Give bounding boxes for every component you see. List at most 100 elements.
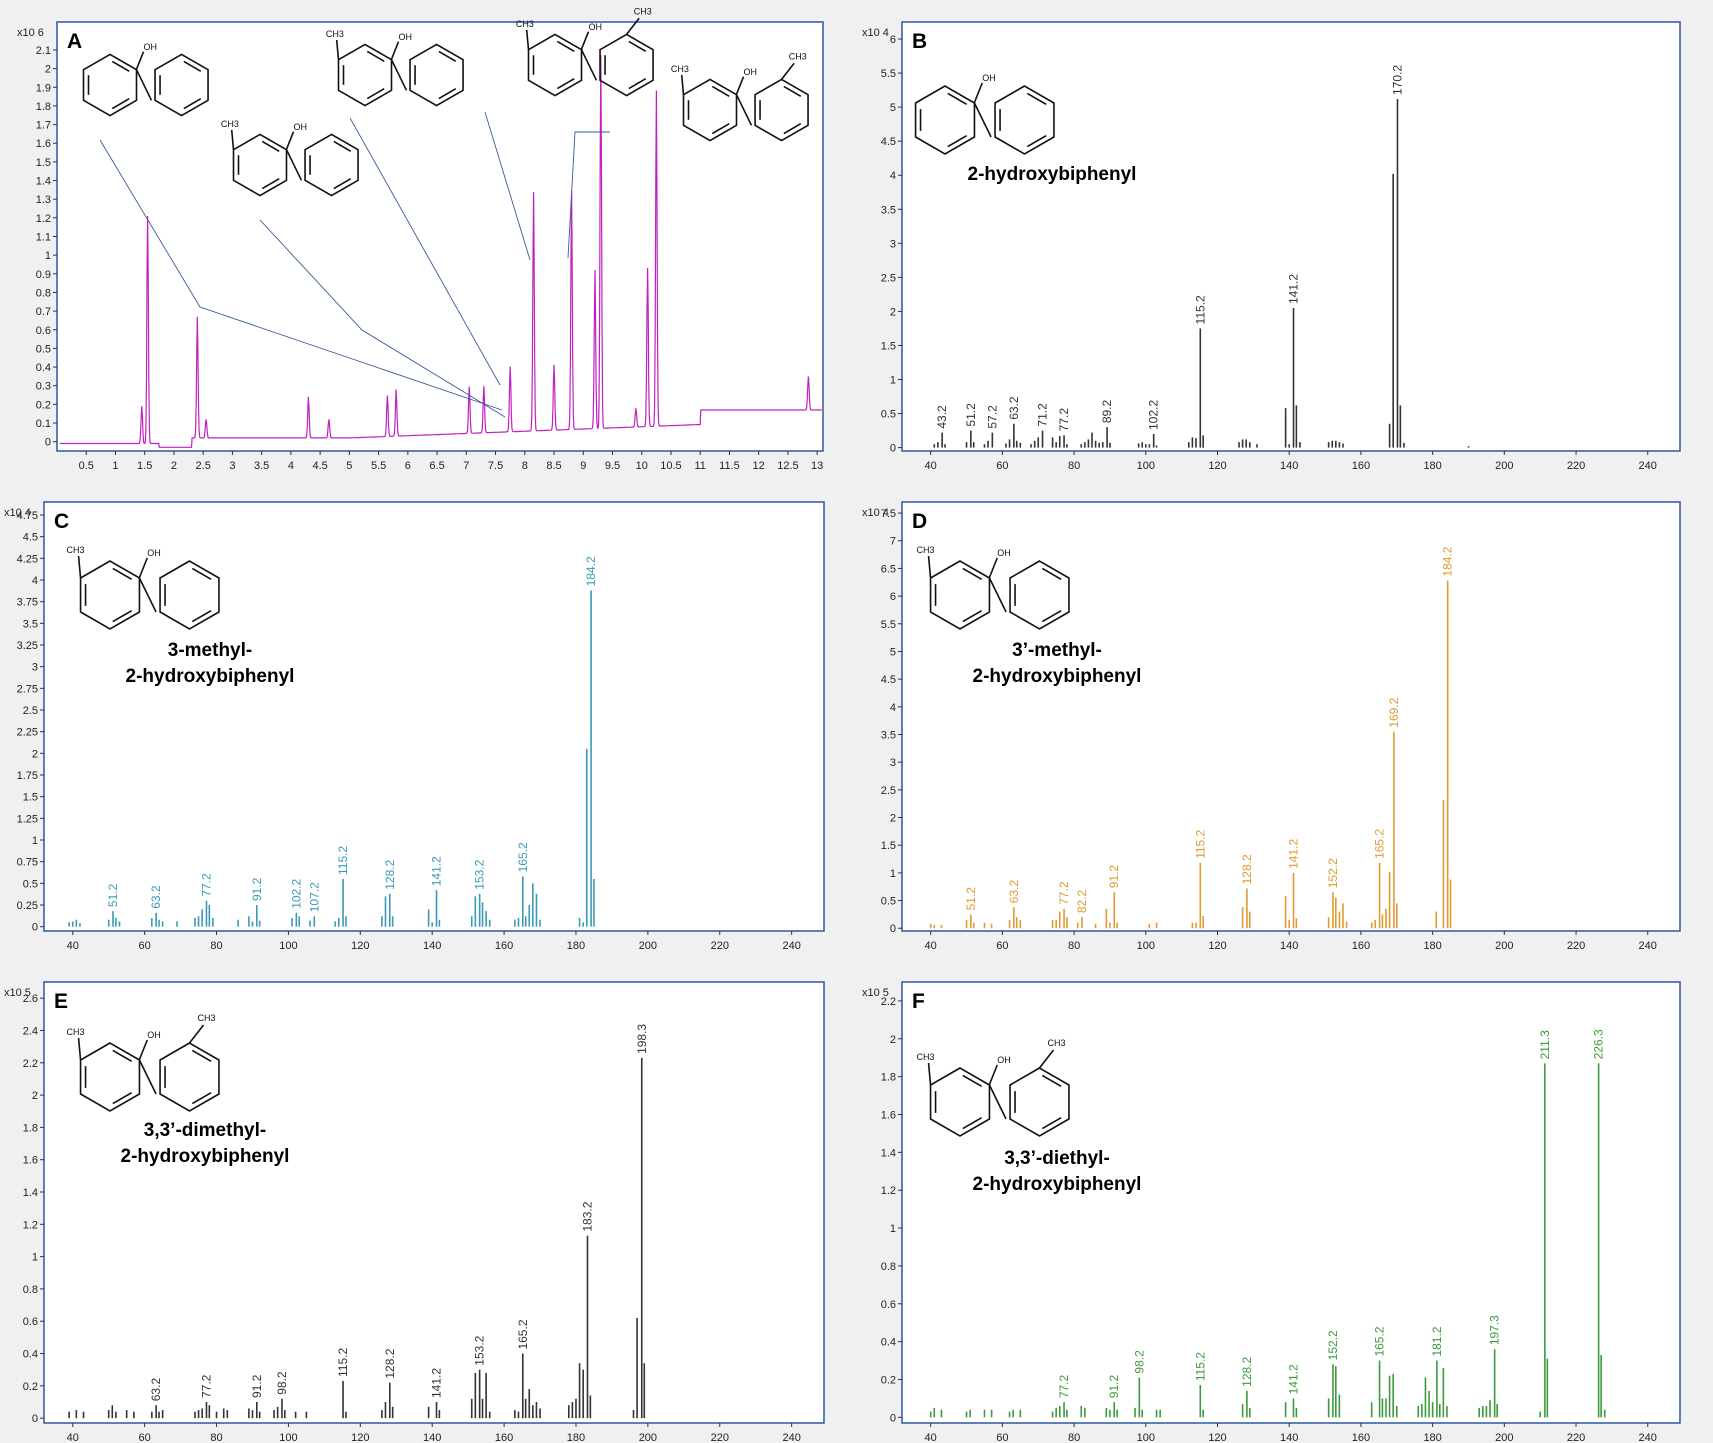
- compound-structure: OH CH3 CH3: [917, 1038, 1070, 1137]
- y-tick-label: 1.8: [23, 1122, 38, 1134]
- peak-label: 128.2: [383, 1348, 397, 1378]
- methyl-label: CH3: [326, 29, 344, 39]
- y-tick-label: 4: [32, 575, 38, 587]
- x-tick-label: 160: [1352, 460, 1370, 472]
- double-bond: [111, 60, 130, 72]
- x-tick-label: 220: [1567, 1432, 1585, 1443]
- ring-bond: [735, 94, 753, 126]
- x-tick-label: 10: [636, 460, 648, 472]
- oh-bond: [988, 1064, 998, 1086]
- y-tick-label: 1.7: [36, 120, 51, 132]
- y-tick-label: 2.5: [881, 272, 896, 284]
- x-tick-label: 120: [1208, 1432, 1226, 1443]
- oh-label: OH: [399, 32, 413, 42]
- y-tick-label: 3: [32, 662, 38, 674]
- x-tick-label: 80: [210, 940, 222, 952]
- y-tick-label: 2.1: [36, 45, 51, 57]
- compound-structure: OH CH3: [67, 545, 220, 630]
- oh-label: OH: [589, 22, 603, 32]
- y-tick-label: 0.8: [881, 1261, 896, 1273]
- panel-letter: C: [54, 510, 69, 533]
- y-multiplier: x10 4: [862, 507, 889, 519]
- methyl-label: CH3: [221, 119, 239, 129]
- chromatogram-trace: [59, 55, 822, 448]
- x-tick-label: 100: [279, 940, 297, 952]
- peak-label: 98.2: [275, 1371, 289, 1395]
- ring-bond: [135, 69, 153, 101]
- double-bond: [947, 92, 968, 105]
- double-bond: [333, 140, 352, 152]
- peak-label: 63.2: [1007, 396, 1021, 420]
- peak-label: 107.2: [307, 882, 321, 912]
- peak-label: 98.2: [1132, 1350, 1146, 1374]
- x-tick-label: 80: [210, 1432, 222, 1443]
- double-bond: [261, 178, 280, 190]
- benzene-ring: [159, 560, 220, 630]
- peak-label: 128.2: [1240, 854, 1254, 884]
- compound-name: 2-hydroxybiphenyl: [126, 666, 295, 687]
- oh-label: OH: [144, 42, 158, 52]
- y-tick-label: 2: [32, 1090, 38, 1102]
- compound-structure: OH CH3: [917, 545, 1070, 630]
- y-tick-label: 0: [890, 923, 896, 935]
- double-bond: [962, 610, 983, 623]
- x-tick-label: 100: [1137, 460, 1155, 472]
- x-tick-label: 11.5: [719, 460, 740, 472]
- y-tick-label: 2.4: [23, 1025, 38, 1037]
- x-tick-label: 100: [1137, 940, 1155, 952]
- y-tick-label: 2.2: [881, 996, 896, 1008]
- double-bond: [628, 78, 647, 90]
- y-tick-label: 2.6: [23, 993, 38, 1005]
- benzene-ring: [599, 33, 654, 97]
- x-tick-label: 60: [996, 940, 1008, 952]
- ring-bond: [390, 59, 408, 91]
- benzene-ring: [154, 53, 209, 117]
- y-multiplier: x10 4: [4, 507, 31, 519]
- oh-bond: [735, 76, 745, 95]
- double-bond: [1026, 135, 1047, 148]
- x-tick-label: 120: [1208, 460, 1226, 472]
- double-bond: [112, 1049, 133, 1062]
- double-bond: [1041, 1117, 1062, 1130]
- peak-label: 141.2: [430, 856, 444, 886]
- peak-label: 198.3: [635, 1024, 649, 1054]
- double-bond: [711, 123, 730, 135]
- y-tick-label: 4.25: [17, 553, 38, 565]
- y-tick-label: 1.5: [881, 340, 896, 352]
- compound-name: 2-hydroxybiphenyl: [973, 666, 1142, 687]
- y-tick-label: 0.5: [881, 896, 896, 908]
- x-tick-label: 1: [112, 460, 118, 472]
- x-tick-label: 60: [996, 460, 1008, 472]
- oh-bond: [138, 1039, 148, 1061]
- peak-label: 91.2: [1107, 865, 1121, 889]
- y-tick-label: 1.5: [881, 840, 896, 852]
- x-tick-label: 0.5: [79, 460, 94, 472]
- x-tick-label: 4: [288, 460, 294, 472]
- peak-label: 91.2: [250, 1374, 264, 1398]
- double-bond: [183, 98, 202, 110]
- methyl-bond: [77, 555, 82, 579]
- x-tick-label: 180: [567, 1432, 585, 1443]
- double-bond: [1041, 1074, 1062, 1087]
- structure-1: OH: [82, 42, 209, 117]
- x-tick-label: 200: [639, 940, 657, 952]
- double-bond: [112, 567, 133, 580]
- double-bond: [191, 1092, 212, 1105]
- x-tick-label: 60: [139, 940, 151, 952]
- plot-frame: [901, 21, 1681, 452]
- peak-label: 77.2: [1057, 1374, 1071, 1398]
- x-tick-label: 220: [711, 1432, 729, 1443]
- double-bond: [112, 1092, 133, 1105]
- double-bond: [962, 1074, 983, 1087]
- x-tick-label: 11: [694, 460, 705, 472]
- methyl-bond: [525, 29, 530, 50]
- plot-frame: [43, 501, 825, 932]
- oh-bond: [580, 31, 590, 50]
- double-bond: [1041, 610, 1062, 623]
- y-tick-label: 0: [890, 443, 896, 455]
- y-tick-label: 3.5: [881, 729, 896, 741]
- y-tick-label: 5: [890, 102, 896, 114]
- x-tick-label: 200: [1495, 1432, 1513, 1443]
- ring-bond: [138, 577, 157, 613]
